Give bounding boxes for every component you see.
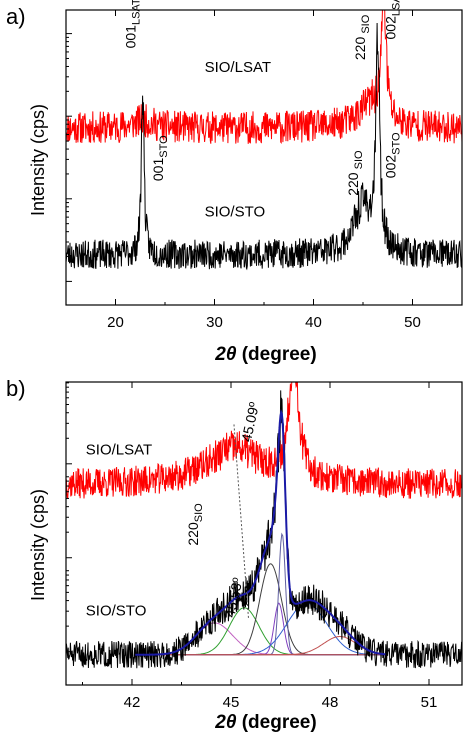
peak-annotation: 002LSAT: [383, 0, 403, 40]
x-tick-label: 30: [206, 314, 223, 331]
x-tick-label: 20: [107, 314, 124, 331]
panel-a-label: a): [6, 4, 26, 29]
x-axis-unit: (degree): [236, 344, 316, 365]
x-axis-symbol: 2θ: [214, 344, 237, 365]
x-axis-label: 2θ (degree): [214, 344, 316, 365]
x-tick-label: 51: [421, 694, 438, 711]
annotation-text: 220: [185, 522, 201, 546]
annotation-subscript: SIO: [193, 503, 205, 522]
x-tick-label: 42: [124, 694, 141, 711]
panel-b: b) Intensity (cps) 42 45 48 5145.09º45.53º2…: [6, 376, 463, 733]
plot-clip-group: [66, 382, 462, 669]
peak-annotation: 220 SIO: [345, 150, 365, 196]
annotation-subscript: LSAT: [130, 0, 142, 25]
series-label: SIO/LSAT: [205, 59, 271, 76]
annotation-text: 002: [383, 16, 399, 40]
fit-envelope-line: [135, 408, 386, 656]
series-line: [66, 10, 462, 145]
y-axis-label: Intensity (cps): [28, 104, 48, 216]
annotation-subscript: SIO: [353, 150, 365, 172]
series-label: SIO/STO: [205, 204, 266, 221]
peak-annotation: 45.09º: [238, 401, 262, 444]
x-tick-label: 45: [223, 694, 240, 711]
peak-annotation: 002STO: [383, 132, 403, 178]
panel-b-label: b): [6, 376, 26, 401]
annotation-text: 001: [122, 25, 138, 49]
plot-frame: [65, 381, 463, 686]
peak-annotation: 001STO: [150, 135, 170, 181]
annotation-text: 220: [352, 37, 368, 61]
peak-annotation: 220 SIO: [352, 14, 372, 60]
series-label: SIO/LSAT: [86, 442, 152, 459]
series-line: [66, 22, 462, 271]
annotation-subscript: STO: [391, 132, 403, 155]
series-label: SIO/STO: [86, 602, 147, 619]
annotation-subscript: LSAT: [391, 0, 403, 16]
guide-line: [233, 424, 249, 619]
plot-area: [66, 10, 462, 271]
x-tick-label: 40: [305, 314, 322, 331]
annotation-text: 220: [345, 172, 361, 196]
x-tick-label: 50: [404, 314, 421, 331]
annotation-text: 001: [150, 158, 166, 182]
x-axis-symbol: 2θ: [214, 712, 237, 733]
y-axis-label: Intensity (cps): [28, 489, 48, 601]
series-line: [66, 390, 462, 669]
annotation-text: 45.09º: [238, 401, 262, 444]
series-line: [66, 382, 462, 499]
plot-area: [66, 382, 462, 669]
plot-clip-group: [66, 10, 462, 271]
annotation-subscript: STO: [158, 135, 170, 158]
peak-annotation: 001LSAT: [122, 0, 142, 48]
annotation-text: 002: [383, 155, 399, 179]
peak-annotation: 220SIO: [185, 503, 205, 546]
x-axis-unit: (degree): [236, 712, 316, 733]
annotation-subscript: SIO: [360, 14, 372, 36]
x-tick-label: 48: [322, 694, 339, 711]
x-axis-label: 2θ (degree): [214, 712, 316, 733]
